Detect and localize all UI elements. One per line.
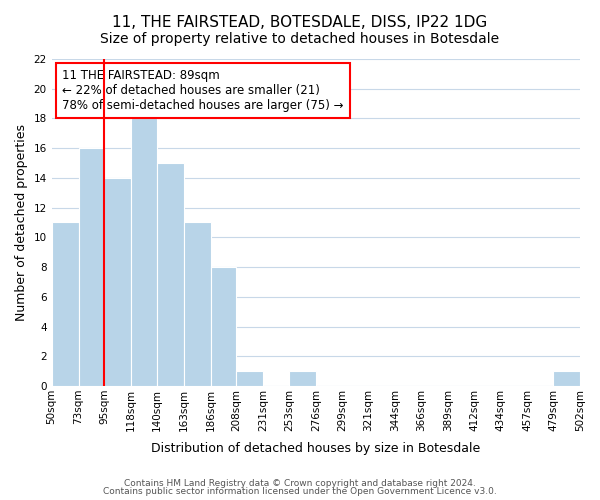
Y-axis label: Number of detached properties: Number of detached properties [15, 124, 28, 321]
Text: Size of property relative to detached houses in Botesdale: Size of property relative to detached ho… [100, 32, 500, 46]
Bar [157, 163, 184, 386]
Text: 11 THE FAIRSTEAD: 89sqm
← 22% of detached houses are smaller (21)
78% of semi-de: 11 THE FAIRSTEAD: 89sqm ← 22% of detache… [62, 69, 344, 112]
Bar [211, 267, 236, 386]
Bar [52, 222, 79, 386]
Text: Contains HM Land Registry data © Crown copyright and database right 2024.: Contains HM Land Registry data © Crown c… [124, 478, 476, 488]
Bar [184, 222, 211, 386]
Bar [289, 371, 316, 386]
X-axis label: Distribution of detached houses by size in Botesdale: Distribution of detached houses by size … [151, 442, 481, 455]
Bar [104, 178, 131, 386]
Text: 11, THE FAIRSTEAD, BOTESDALE, DISS, IP22 1DG: 11, THE FAIRSTEAD, BOTESDALE, DISS, IP22… [112, 15, 488, 30]
Bar [131, 118, 157, 386]
Bar [79, 148, 104, 386]
Text: Contains public sector information licensed under the Open Government Licence v3: Contains public sector information licen… [103, 487, 497, 496]
Bar [553, 371, 580, 386]
Bar [236, 371, 263, 386]
